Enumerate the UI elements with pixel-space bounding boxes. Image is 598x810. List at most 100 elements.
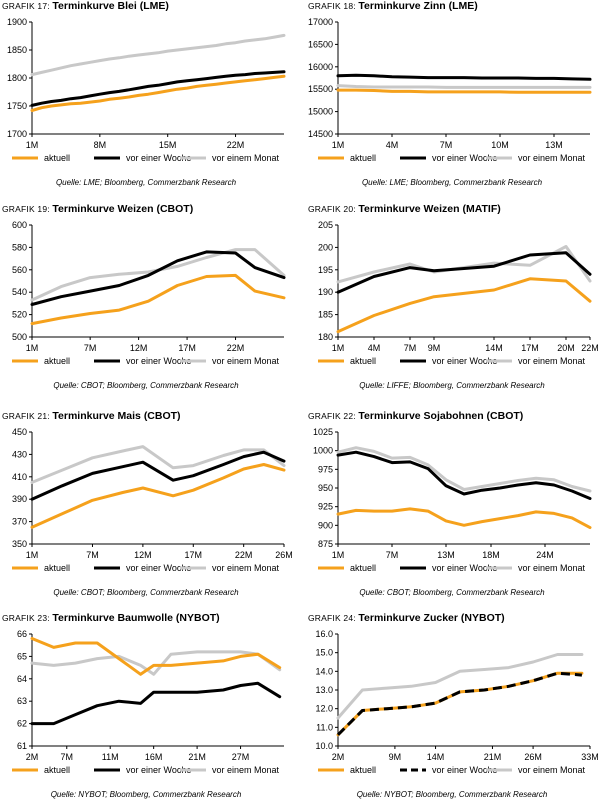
- series-line: [32, 447, 284, 483]
- chart-title-prefix: GRAFIK 19:: [2, 204, 52, 214]
- x-tick-label: 7M: [61, 752, 74, 762]
- series-line: [32, 639, 280, 675]
- chart-title: GRAFIK 22: Terminkurve Sojabohnen (CBOT): [308, 410, 523, 422]
- legend-label: vor einem Monat: [212, 765, 280, 775]
- x-tick-label: 22M: [581, 343, 598, 353]
- y-tick-label: 190: [318, 287, 333, 297]
- y-tick-label: 180: [318, 332, 333, 342]
- x-tick-label: 16M: [145, 752, 163, 762]
- series-line: [32, 250, 284, 300]
- y-tick-label: 15500: [308, 84, 333, 94]
- x-tick-label: 17M: [185, 550, 203, 560]
- y-tick-label: 14.0: [315, 666, 333, 676]
- chart-source: Quelle: LME; Bloomberg, Commerzbank Rese…: [0, 178, 292, 187]
- x-tick-label: 14M: [427, 752, 445, 762]
- y-tick-label: 61: [17, 741, 27, 751]
- chart-panel-g20: GRAFIK 20: Terminkurve Weizen (MATIF) 180…: [306, 203, 598, 401]
- chart-title: GRAFIK 23: Terminkurve Baumwolle (NYBOT): [2, 612, 220, 624]
- y-tick-label: 15.0: [315, 648, 333, 658]
- y-tick-label: 875: [318, 539, 333, 549]
- y-tick-label: 1000: [313, 446, 333, 456]
- series-line: [338, 509, 590, 528]
- y-tick-label: 64: [17, 674, 27, 684]
- x-tick-label: 4M: [386, 140, 399, 150]
- y-tick-label: 17000: [308, 17, 333, 27]
- x-tick-label: 9M: [428, 343, 441, 353]
- y-tick-label: 11.0: [316, 722, 333, 732]
- x-tick-label: 24M: [536, 550, 554, 560]
- chart-title: GRAFIK 24: Terminkurve Zucker (NYBOT): [308, 612, 505, 624]
- y-tick-label: 580: [12, 242, 27, 252]
- y-tick-label: 62: [17, 719, 27, 729]
- x-tick-label: 22M: [227, 140, 245, 150]
- legend-label: aktuell: [350, 765, 376, 775]
- legend-label: vor einem Monat: [518, 356, 586, 366]
- chart-title-text: Terminkurve Mais (CBOT): [52, 410, 180, 422]
- chart-panel-g23: GRAFIK 23: Terminkurve Baumwolle (NYBOT)…: [0, 612, 292, 810]
- x-tick-label: 10M: [491, 140, 509, 150]
- y-tick-label: 410: [12, 472, 27, 482]
- chart-title: GRAFIK 18: Terminkurve Zinn (LME): [308, 0, 478, 12]
- x-tick-label: 1M: [26, 550, 39, 560]
- y-tick-label: 185: [318, 310, 333, 320]
- y-tick-label: 200: [318, 242, 333, 252]
- chart-title-text: Terminkurve Weizen (CBOT): [52, 203, 193, 215]
- series-line: [338, 90, 590, 92]
- legend-label: vor einem Monat: [518, 153, 586, 163]
- y-tick-label: 430: [12, 449, 27, 459]
- x-tick-label: 13M: [437, 550, 455, 560]
- y-tick-label: 350: [12, 539, 27, 549]
- legend-label: vor einem Monat: [518, 563, 586, 573]
- y-tick-label: 1750: [7, 101, 27, 111]
- legend-label: vor einem Monat: [212, 153, 280, 163]
- y-tick-label: 1700: [7, 129, 27, 139]
- y-tick-label: 370: [12, 517, 27, 527]
- series-line: [338, 75, 590, 79]
- x-tick-label: 8M: [94, 140, 107, 150]
- chart-title-text: Terminkurve Weizen (MATIF): [358, 203, 500, 215]
- chart-title-prefix: GRAFIK 17:: [2, 1, 52, 11]
- chart-panel-g19: GRAFIK 19: Terminkurve Weizen (CBOT) 500 5…: [0, 203, 292, 401]
- x-tick-label: 21M: [188, 752, 206, 762]
- legend-label: vor einem Monat: [212, 563, 280, 573]
- chart-title-prefix: GRAFIK 20:: [308, 204, 358, 214]
- y-tick-label: 975: [318, 464, 333, 474]
- chart-panel-g17: GRAFIK 17: Terminkurve Blei (LME) 1700 175…: [0, 0, 292, 198]
- series-line: [32, 683, 280, 723]
- chart-title: GRAFIK 21: Terminkurve Mais (CBOT): [2, 410, 181, 422]
- legend-label: aktuell: [350, 356, 376, 366]
- x-tick-label: 21M: [484, 752, 502, 762]
- x-tick-label: 17M: [521, 343, 539, 353]
- legend-label: aktuell: [44, 765, 70, 775]
- y-tick-label: 1900: [7, 17, 27, 27]
- y-tick-label: 65: [17, 651, 27, 661]
- x-tick-label: 1M: [26, 140, 39, 150]
- x-tick-label: 14M: [485, 343, 503, 353]
- series-line: [32, 76, 284, 110]
- x-tick-label: 17M: [178, 343, 196, 353]
- y-tick-label: 1800: [7, 73, 27, 83]
- chart-title-prefix: GRAFIK 22:: [308, 411, 358, 421]
- x-tick-label: 7M: [86, 550, 99, 560]
- series-line: [32, 35, 284, 74]
- chart-title-prefix: GRAFIK 21:: [2, 411, 52, 421]
- x-tick-label: 26M: [275, 550, 292, 560]
- x-tick-label: 18M: [482, 550, 500, 560]
- y-tick-label: 500: [12, 332, 27, 342]
- chart-title: GRAFIK 19: Terminkurve Weizen (CBOT): [2, 203, 193, 215]
- chart-title-prefix: GRAFIK 23:: [2, 613, 52, 623]
- series-line: [32, 72, 284, 106]
- chart-title: GRAFIK 17: Terminkurve Blei (LME): [2, 0, 169, 12]
- y-tick-label: 600: [12, 220, 27, 230]
- legend-label: vor einem Monat: [212, 356, 280, 366]
- y-tick-label: 16000: [308, 62, 333, 72]
- y-tick-label: 195: [318, 265, 333, 275]
- chart-source: Quelle: NYBOT; Bloomberg, Commerzbank Re…: [306, 790, 598, 799]
- series-line: [338, 673, 582, 735]
- x-tick-label: 22M: [227, 343, 245, 353]
- x-tick-label: 12M: [134, 550, 152, 560]
- legend-label: aktuell: [350, 153, 376, 163]
